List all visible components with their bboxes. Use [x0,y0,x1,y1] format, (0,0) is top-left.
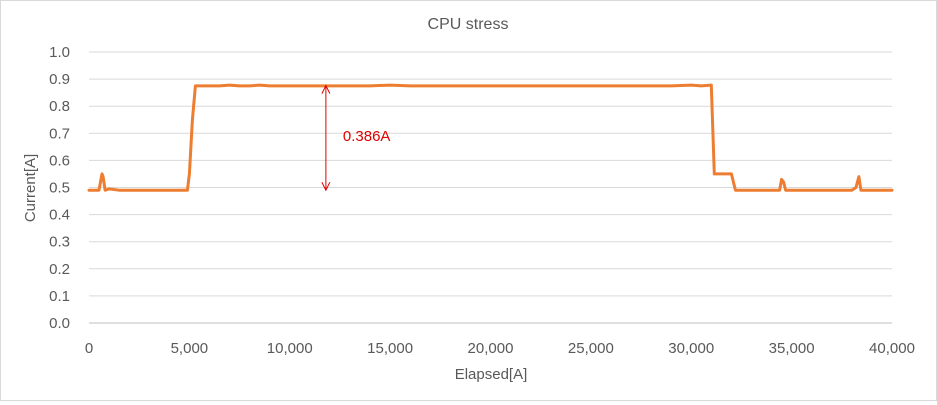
y-axis-title: Current[A] [22,154,39,222]
x-tick-label: 40,000 [869,340,915,357]
y-tick-label: 0.8 [49,98,70,115]
gridlines [89,51,892,324]
x-tick-label: 35,000 [769,340,815,357]
series-line [87,83,894,192]
x-tick-label: 20,000 [468,340,514,357]
x-tick-label: 30,000 [668,340,714,357]
y-tick-label: 0.9 [49,71,70,88]
arrowhead-down [321,181,331,192]
chart-title: CPU stress [428,16,509,33]
y-tick-label: 0.0 [49,315,70,332]
y-tick-label: 0.5 [49,180,70,197]
y-tick-label: 0.1 [49,288,70,305]
arrowhead-up [321,84,331,94]
y-tick-label: 0.4 [49,207,70,224]
y-tick-label: 0.7 [49,125,70,142]
y-axis-ticks: 0.0 0.1 0.2 0.3 0.4 0.5 0.6 0.7 0.8 0.9 1.0 [49,44,70,332]
y-tick-label: 0.3 [49,234,70,251]
annotation-label: 0.386A [343,128,391,145]
x-axis-title: Elapsed[A] [455,366,528,383]
y-tick-label: 1.0 [49,44,70,61]
x-tick-label: 0 [85,340,93,357]
y-tick-label: 0.2 [49,261,70,278]
y-tick-label: 0.6 [49,152,70,169]
annotation-layer: 0.386A [321,84,391,192]
series-layer [87,83,894,192]
x-tick-label: 25,000 [568,340,614,357]
x-tick-label: 15,000 [367,340,413,357]
x-axis-ticks: 0 5,000 10,000 15,000 20,000 25,000 30,000 35,0… [85,340,915,357]
x-tick-label: 10,000 [267,340,313,357]
x-tick-label: 5,000 [171,340,209,357]
